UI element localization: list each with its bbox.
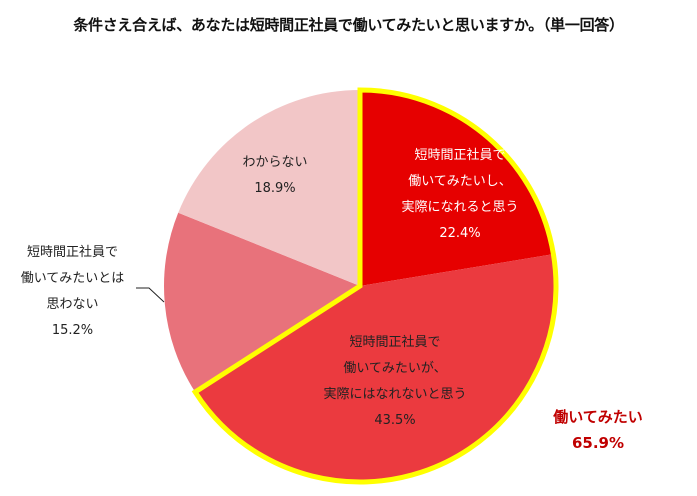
- total-annotation: 働いてみたい 65.9%: [553, 408, 643, 452]
- slice-label-1: 短時間正社員で 働いてみたいが、 実際にはなれないと思う 43.5%: [323, 335, 467, 428]
- highlight-border: [191, 87, 559, 485]
- pie-slice-2: [164, 212, 360, 393]
- slice-label-0: 短時間正社員で 働いてみたいし、 実際になれると思う 22.4%: [401, 148, 519, 241]
- pie-slice-1: [195, 254, 556, 482]
- pie-slice-0: [360, 90, 554, 286]
- slice-label-3: わからない 18.9%: [242, 155, 308, 196]
- leader-line: [136, 287, 165, 303]
- chart-title: 条件さえ合えば、あなたは短時間正社員で働いてみたいと思いますか。（単一回答）: [73, 16, 624, 34]
- pie-slice-3: [178, 90, 360, 286]
- slice-label-2: 短時間正社員で 働いてみたいとは 思わない 15.2%: [20, 245, 125, 338]
